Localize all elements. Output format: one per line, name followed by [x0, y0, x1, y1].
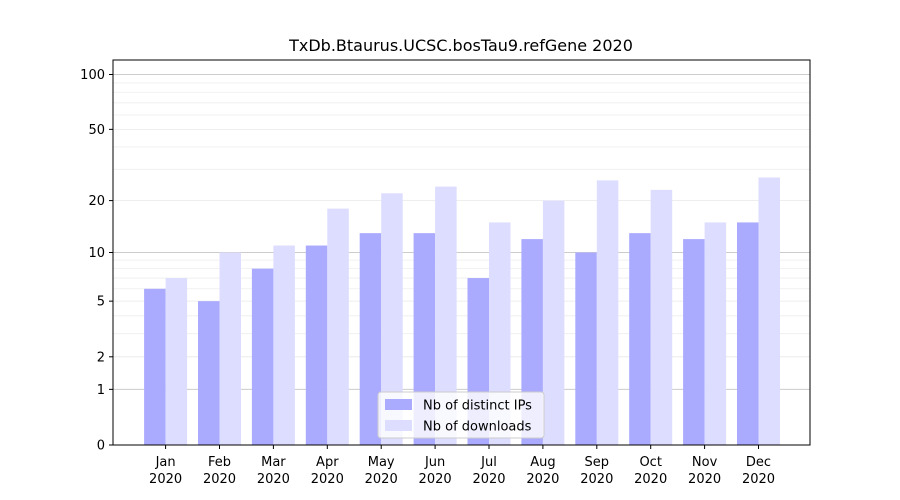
bar-downloads	[381, 193, 403, 445]
bar-distinct-ips	[198, 301, 220, 445]
bar-downloads	[650, 189, 673, 445]
x-tick-label-year: 2020	[311, 472, 344, 487]
x-tick-label-year: 2020	[203, 472, 236, 487]
x-tick-label-month: May	[368, 455, 395, 470]
bar-distinct-ips	[629, 233, 651, 445]
y-tick-label: 100	[80, 68, 105, 83]
x-tick-label-year: 2020	[688, 472, 721, 487]
bar-distinct-ips	[144, 288, 166, 445]
bar-distinct-ips	[575, 252, 597, 445]
x-tick-label-year: 2020	[580, 472, 613, 487]
bar-distinct-ips	[305, 245, 328, 445]
x-tick-label-year: 2020	[634, 472, 667, 487]
bar-downloads	[219, 252, 241, 445]
legend: Nb of distinct IPs Nb of downloads	[377, 391, 545, 439]
y-tick-label: 0	[97, 439, 105, 454]
x-tick-label-month: Jan	[155, 455, 176, 470]
y-tick-label: 10	[88, 246, 105, 261]
x-tick-label-year: 2020	[257, 472, 290, 487]
x-tick-label-year: 2020	[149, 472, 182, 487]
bar-downloads	[542, 200, 565, 445]
x-tick-label-month: Jun	[424, 455, 445, 470]
bar-distinct-ips	[251, 268, 274, 445]
bar-downloads	[435, 186, 457, 445]
x-axis: Jan 2020 Feb 2020 Mar 2020 Apr 2020 May 2020 Jun 20…	[149, 445, 775, 487]
x-tick-label-year: 2020	[365, 472, 398, 487]
x-tick-label-month: Nov	[692, 455, 718, 470]
x-tick-label-month: Feb	[208, 455, 231, 470]
x-tick-label-year: 2020	[472, 472, 505, 487]
y-tick-label: 5	[97, 295, 105, 310]
bar-downloads	[489, 222, 511, 445]
y-tick-label: 1	[97, 383, 105, 398]
legend-box	[377, 391, 545, 439]
bar-downloads	[758, 177, 780, 445]
x-tick-label-year: 2020	[526, 472, 559, 487]
bar-distinct-ips	[683, 239, 705, 445]
bar-distinct-ips	[737, 222, 759, 445]
x-tick-label-month: Apr	[316, 455, 339, 470]
bar-downloads	[596, 180, 619, 446]
y-tick-label: 20	[88, 194, 105, 209]
x-tick-label-month: Mar	[261, 455, 286, 470]
legend-swatch	[385, 399, 412, 410]
x-tick-label-month: Jul	[480, 455, 497, 470]
x-tick-label-month: Dec	[746, 455, 771, 470]
legend-label: Nb of downloads	[423, 420, 532, 435]
bar-downloads	[327, 208, 349, 445]
x-tick-label-month: Aug	[530, 455, 555, 470]
legend-label: Nb of distinct IPs	[423, 399, 532, 414]
y-axis: 0 1 2 5 10 20 50 100	[80, 68, 113, 454]
bar-distinct-ips	[359, 233, 382, 445]
x-tick-label-month: Sep	[585, 455, 610, 470]
bar-downloads	[273, 245, 295, 445]
chart-title: TxDb.Btaurus.UCSC.bosTau9.refGene 2020	[288, 36, 633, 55]
x-tick-label-year: 2020	[742, 472, 775, 487]
y-tick-label: 2	[97, 350, 105, 365]
y-tick-label: 50	[88, 123, 105, 138]
x-tick-label-month: Oct	[639, 455, 661, 470]
bar-downloads	[704, 222, 727, 445]
legend-swatch	[385, 420, 412, 431]
bar-downloads	[165, 278, 188, 445]
x-tick-label-year: 2020	[419, 472, 452, 487]
